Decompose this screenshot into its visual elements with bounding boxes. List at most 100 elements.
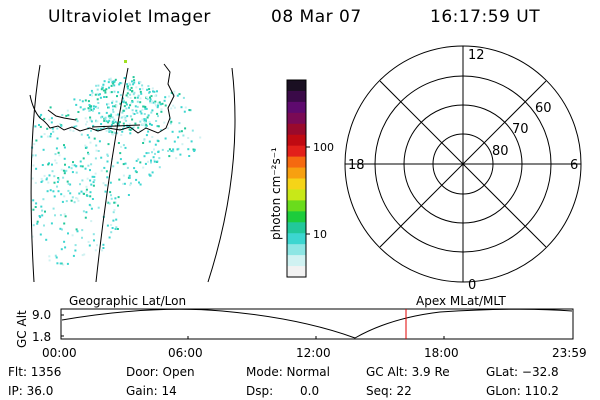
emission-pixel xyxy=(141,108,144,111)
colorbar-cell xyxy=(287,167,306,180)
emission-pixel xyxy=(62,176,65,179)
emission-pixel xyxy=(85,190,88,193)
emission-pixel xyxy=(77,111,80,113)
emission-pixel xyxy=(145,122,148,125)
emission-pixel xyxy=(80,190,83,193)
colorbar-cell xyxy=(287,200,306,212)
emission-pixel xyxy=(139,88,141,91)
emission-pixel xyxy=(163,121,166,124)
emission-pixel xyxy=(182,96,185,99)
emission-pixel xyxy=(154,100,157,103)
emission-pixel xyxy=(57,178,60,181)
emission-pixel xyxy=(54,159,57,162)
emission-pixel xyxy=(95,84,98,87)
emission-pixel xyxy=(149,123,152,126)
emission-pixel xyxy=(107,81,110,84)
emission-pixel xyxy=(131,127,134,130)
emission-pixel xyxy=(54,153,57,156)
emission-pixel xyxy=(49,135,52,138)
emission-pixel xyxy=(106,153,109,156)
emission-pixel xyxy=(104,190,107,193)
emission-pixel xyxy=(109,191,112,194)
colorbar-cell xyxy=(287,266,306,278)
emission-pixel xyxy=(154,94,157,97)
emission-pixel xyxy=(108,86,110,89)
emission-pixel xyxy=(52,190,55,193)
auroral-emission-speckles xyxy=(30,76,202,266)
emission-pixel xyxy=(87,153,90,156)
emission-pixel xyxy=(114,132,117,134)
emission-pixel xyxy=(145,119,147,122)
emission-pixel xyxy=(73,98,76,101)
emission-pixel xyxy=(63,146,66,149)
emission-pixel xyxy=(83,253,86,256)
emission-pixel xyxy=(117,91,120,94)
emission-pixel xyxy=(145,96,148,98)
meridian xyxy=(30,64,41,283)
emission-pixel xyxy=(91,94,93,97)
emission-pixel xyxy=(61,114,64,117)
emission-pixel xyxy=(110,84,113,87)
emission-pixel xyxy=(135,109,138,112)
emission-pixel xyxy=(178,93,181,96)
emission-pixel xyxy=(161,148,164,151)
emission-pixel xyxy=(161,102,164,105)
mode-readout: Mode: Normal xyxy=(246,365,330,379)
dsp-label: Dsp: xyxy=(246,384,274,398)
emission-pixel xyxy=(129,115,132,118)
emission-pixel xyxy=(143,138,146,141)
emission-pixel xyxy=(108,130,111,133)
emission-pixel xyxy=(114,78,117,81)
emission-pixel xyxy=(193,148,196,151)
emission-pixel xyxy=(100,156,103,159)
emission-pixel xyxy=(56,127,59,130)
emission-pixel xyxy=(101,115,104,118)
emission-pixel xyxy=(119,152,122,155)
emission-pixel xyxy=(139,90,142,93)
emission-pixel xyxy=(56,185,58,188)
emission-pixel xyxy=(132,112,135,115)
emission-pixel xyxy=(83,107,86,110)
emission-pixel xyxy=(96,120,99,123)
timeline-x-tick-label: 23:59 xyxy=(552,346,587,360)
emission-pixel xyxy=(123,125,126,128)
emission-pixel xyxy=(48,118,51,121)
emission-pixel xyxy=(107,143,110,146)
emission-pixel xyxy=(85,123,87,126)
emission-pixel xyxy=(129,93,132,96)
emission-pixel xyxy=(128,123,131,126)
emission-pixel xyxy=(115,226,118,229)
emission-pixel xyxy=(144,126,147,129)
emission-pixel xyxy=(118,178,121,181)
emission-pixel xyxy=(40,113,43,116)
emission-pixel xyxy=(69,192,72,195)
emission-pixel xyxy=(66,109,69,112)
colorbar-cell xyxy=(287,80,306,92)
emission-pixel xyxy=(62,263,65,266)
emission-pixel xyxy=(92,107,95,110)
emission-pixel xyxy=(110,197,113,200)
colorbar-cell xyxy=(287,90,306,103)
emission-pixel xyxy=(104,91,107,94)
emission-pixel xyxy=(89,116,92,119)
emission-pixel xyxy=(69,183,72,186)
emission-pixel xyxy=(139,161,142,164)
door-readout: Door: Open xyxy=(126,365,195,379)
emission-pixel xyxy=(109,77,112,80)
emission-pixel xyxy=(112,110,115,113)
emission-pixel xyxy=(89,169,91,172)
emission-pixel xyxy=(74,244,77,247)
emission-pixel xyxy=(63,213,66,216)
emission-pixel xyxy=(79,165,82,168)
emission-pixel xyxy=(121,115,124,118)
dsp-value: 0.0 xyxy=(300,384,320,398)
emission-pixel xyxy=(129,97,132,99)
emission-pixel xyxy=(143,118,146,121)
emission-pixel xyxy=(94,93,97,96)
emission-pixel xyxy=(142,166,145,169)
emission-pixel xyxy=(79,160,82,163)
emission-pixel xyxy=(150,124,153,126)
emission-pixel xyxy=(139,101,142,104)
emission-pixel xyxy=(146,88,149,91)
emission-pixel xyxy=(153,160,156,163)
